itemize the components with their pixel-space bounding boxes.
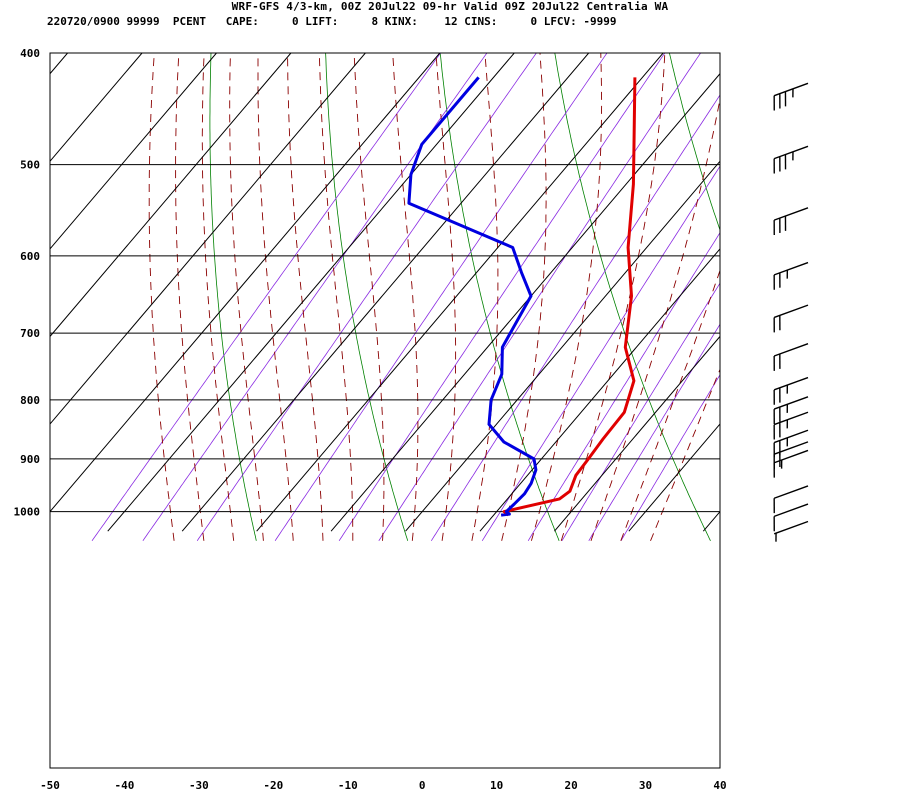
plot-frame [49,52,721,769]
wind-barb [773,449,809,478]
temperature-tick-label: 40 [713,779,726,792]
isotherm-line [181,53,590,532]
temperature-tick-label: -20 [263,779,283,792]
wind-barb-staff [773,520,809,535]
wind-barb [773,411,809,440]
moist-adiabat [471,53,499,541]
mixing-ratio-line [588,323,720,542]
wind-barb [773,485,809,514]
isotherm-line [554,335,720,532]
wind-barb [773,520,809,542]
mixing-ratio-line [142,53,488,542]
pressure-tick-label: 700 [20,327,40,340]
isotherm-line [50,53,143,163]
temperature-tick-label: 10 [490,779,503,792]
moist-adiabat [435,53,457,541]
mixing-ratio-line [430,94,720,542]
dry-adiabat [554,53,711,541]
mixing-ratio-line [527,232,720,542]
isotherm-line [256,53,664,532]
wind-barb [773,261,809,290]
wind-barb [773,396,809,424]
mixing-ratio-line [274,53,608,542]
dry-adiabat [325,53,409,541]
isotherm-line [702,510,720,532]
wind-barb [773,376,809,405]
dry-adiabat [669,53,720,232]
pressure-tick-label: 400 [20,47,40,60]
temperature-tick-label: -10 [338,779,358,792]
mixing-ratio-line [481,165,720,542]
isotherm-line [50,53,366,425]
dewpoint-profile [407,76,538,517]
moist-adiabat [287,53,324,541]
temperature-tick-label: -50 [40,779,60,792]
sounding-indices: 220720/0900 99999 PCENT CAPE: 0 LIFT: 8 … [47,15,617,28]
mixing-ratio-line [561,282,720,542]
wind-barbs [773,82,809,542]
mixing-ratio-line [338,53,666,542]
temperature-tick-label: 30 [639,779,652,792]
axis-tick-labels: 400 500 600 700 800 900 1000 -50 -40 -30 -20 -10 0 10… [14,47,727,792]
moist-adiabat [353,53,385,541]
mixing-ratio-line [196,53,537,542]
moist-adiabat [229,53,264,541]
isotherm-line [628,423,720,532]
moist-adiabat [257,53,294,541]
wind-barb [773,343,809,371]
wind-barb [773,503,809,532]
pressure-tick-label: 800 [20,394,40,407]
pressure-isotherm-grid [50,53,720,532]
wind-barb [773,304,809,333]
wind-barb-staff [773,503,809,518]
isotherm-line [405,160,720,532]
chart-title: WRF-GFS 4/3-km, 00Z 20Jul22 09-hr Valid … [231,0,669,13]
temperature-tick-label: -40 [115,779,135,792]
moist-adiabat [590,96,720,541]
wind-barb [773,207,809,235]
pressure-tick-label: 500 [20,159,40,172]
moist-adiabat [650,368,720,541]
moist-adiabat [560,53,666,541]
temperature-tick-label: -30 [189,779,209,792]
mixing-ratio-line [91,53,441,542]
isotherm-line [479,248,720,532]
moist-adiabat [175,53,205,541]
temperature-profile [502,77,637,517]
isotherm-line [107,53,515,532]
dry-adiabat [439,53,560,541]
temperature-tick-label: 0 [419,779,426,792]
pressure-tick-label: 1000 [14,506,41,519]
mixing-ratio-line [378,53,701,542]
dry-adiabat [784,53,900,541]
isotherm-line [50,53,441,513]
wind-barb-staff [773,485,809,499]
moist-adiabat [620,268,720,541]
temperature-tick-label: 20 [564,779,577,792]
moist-adiabat [318,53,354,541]
thermo-background-lines [91,53,900,542]
wind-barb [773,145,809,174]
moist-adiabat [501,53,547,541]
isotherm-line [50,53,292,338]
moist-adiabat [530,53,603,541]
pressure-tick-label: 900 [20,453,40,466]
dry-adiabat [209,53,257,541]
isotherm-line [50,53,217,250]
moist-adiabat [148,53,175,541]
pressure-tick-label: 600 [20,250,40,263]
wind-barb-staff [773,449,809,464]
wind-barb-staff [773,376,809,391]
moist-adiabat [201,53,235,541]
sounding-profiles [407,76,637,517]
wind-barb [773,82,809,111]
mixing-ratio-line [620,374,720,542]
moist-adiabat [392,53,419,541]
isotherm-line [330,72,720,532]
